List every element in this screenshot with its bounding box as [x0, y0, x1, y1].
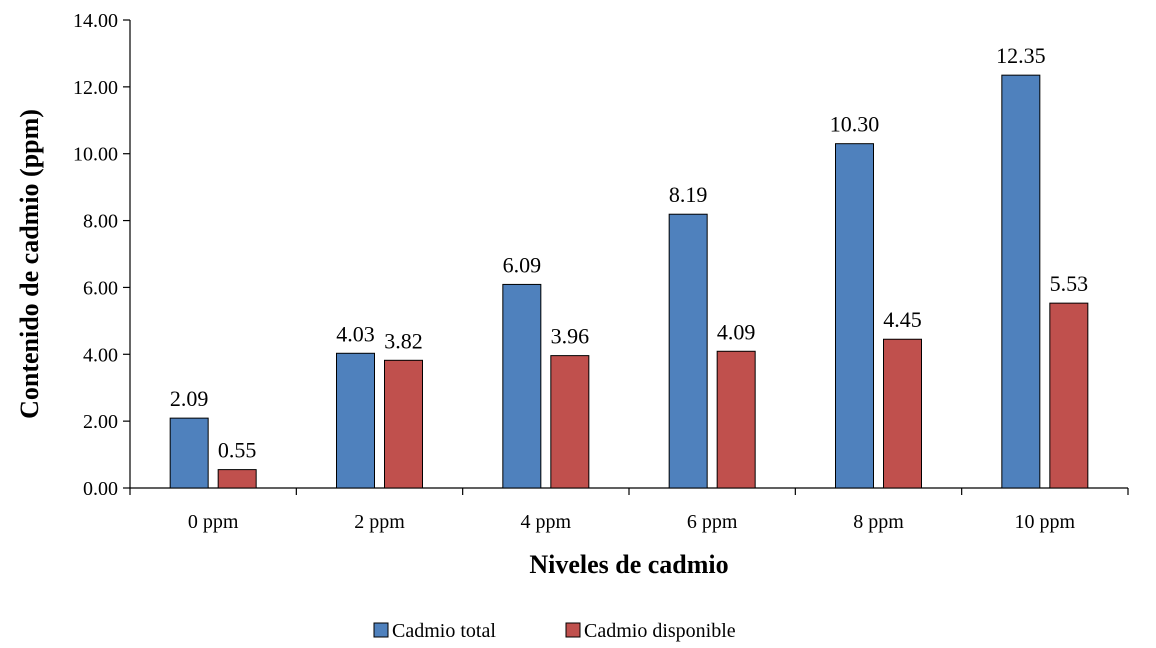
- legend: Cadmio total Cadmio disponible: [373, 620, 736, 642]
- bar-cadmio-total: [169, 417, 209, 489]
- y-tick-label: 2.00: [83, 411, 118, 433]
- bar-cadmio-total: [668, 213, 708, 489]
- plot-area: 0.00 2.00 4.00 6.00 8.00 10.00 12.00 14.00 2.09 0…: [73, 10, 1129, 533]
- x-tick-label: 2 ppm: [354, 511, 405, 533]
- x-tick-label: 10 ppm: [1015, 511, 1076, 533]
- y-tick-label: 10.00: [73, 144, 118, 166]
- data-label: 10.30: [830, 112, 880, 137]
- bar-cadmio-total: [336, 352, 375, 489]
- bar-cadmio-disponible: [883, 338, 922, 489]
- x-tick-label: 6 ppm: [687, 511, 738, 533]
- legend-swatch-cadmio-disponible: [565, 622, 581, 638]
- data-label: 4.45: [883, 307, 922, 332]
- data-label: 6.09: [503, 252, 542, 277]
- bar-cadmio-disponible: [716, 350, 756, 489]
- data-label: 5.53: [1050, 271, 1089, 296]
- data-label: 2.09: [170, 386, 209, 411]
- y-axis-title: Contenido de cadmio (ppm): [15, 109, 44, 419]
- y-tick-label: 6.00: [83, 277, 118, 299]
- data-label: 3.82: [384, 328, 423, 353]
- x-tick-label: 4 ppm: [521, 511, 572, 533]
- data-label: 4.03: [336, 321, 375, 346]
- legend-label: Cadmio total: [392, 620, 496, 642]
- y-tick-label: 8.00: [83, 211, 118, 233]
- legend-swatch-cadmio-total: [373, 622, 389, 638]
- bar-cadmio-total: [835, 143, 874, 489]
- x-tick-label: 0 ppm: [188, 511, 239, 533]
- bar-cadmio-disponible: [384, 359, 423, 489]
- data-label: 8.19: [669, 182, 708, 207]
- data-label: 3.96: [551, 324, 590, 349]
- bar-cadmio-disponible: [550, 355, 590, 489]
- data-label: 0.55: [218, 438, 257, 463]
- data-label: 4.09: [717, 319, 756, 344]
- y-tick-label: 14.00: [73, 10, 118, 32]
- x-tick-label: 8 ppm: [853, 511, 904, 533]
- bar-cadmio-disponible: [1049, 302, 1089, 489]
- data-label: 12.35: [996, 43, 1046, 68]
- legend-label: Cadmio disponible: [584, 620, 736, 642]
- bar-cadmio-total: [502, 283, 542, 489]
- y-tick-label: 12.00: [73, 77, 118, 99]
- x-axis-title: Niveles de cadmio: [529, 550, 728, 579]
- bar-cadmio-disponible: [217, 469, 257, 489]
- y-tick-label: 0.00: [83, 478, 118, 500]
- y-tick-label: 4.00: [83, 344, 118, 366]
- bar-cadmio-total: [1001, 74, 1041, 489]
